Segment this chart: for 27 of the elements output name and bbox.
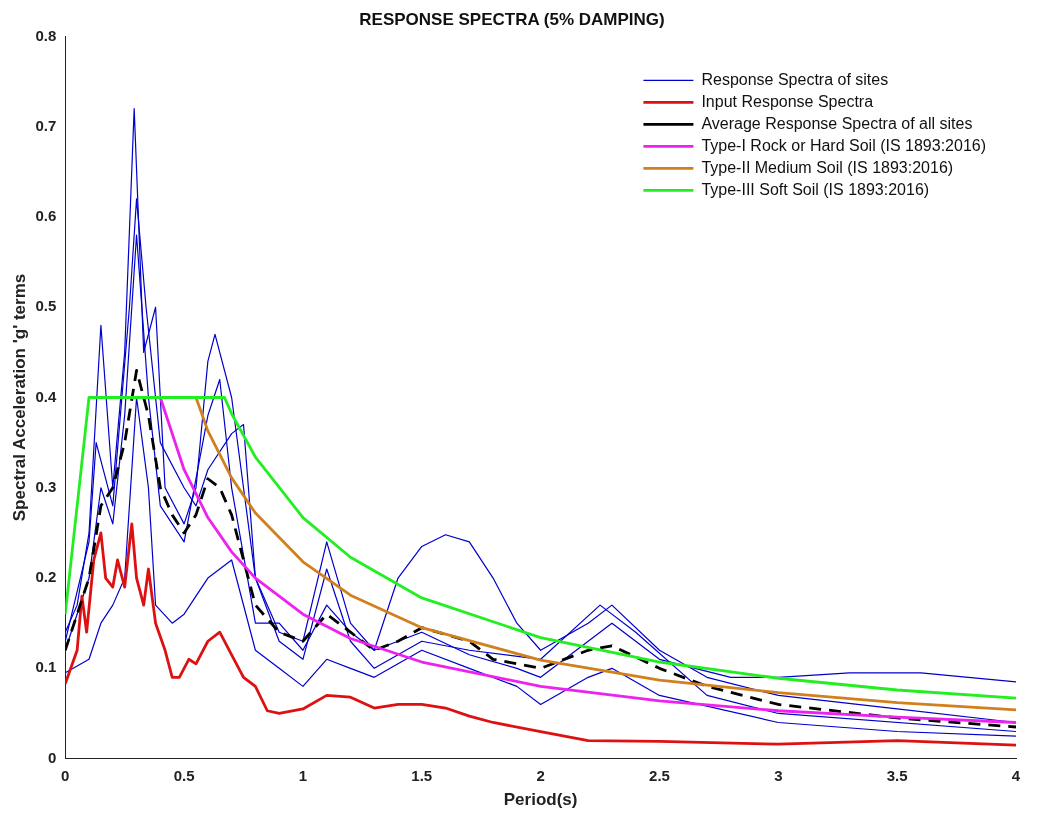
x-tick-label: 1 — [298, 766, 308, 784]
y-axis-title: Spectral Acceleration 'g' terms — [9, 273, 29, 522]
legend-label: Response Spectra of sites — [701, 70, 889, 88]
y-tick-label: 0.4 — [35, 387, 57, 405]
x-tick-label: 2 — [536, 766, 545, 784]
y-tick-label: 0.6 — [35, 207, 57, 225]
y-tick-label: 0.3 — [35, 477, 57, 495]
y-tick-label: 0.2 — [35, 568, 57, 586]
legend-label: Average Response Spectra of all sites — [701, 114, 973, 132]
y-tick-label: 0 — [47, 748, 57, 766]
x-tick-label: 4 — [1011, 766, 1021, 784]
x-tick-label: 1.5 — [411, 766, 433, 784]
y-tick-label: 0.5 — [35, 297, 57, 315]
y-tick-label: 0.7 — [35, 116, 57, 134]
x-tick-label: 3 — [774, 766, 783, 784]
x-axis-title: Period(s) — [503, 790, 578, 810]
y-tick-label: 0.1 — [35, 658, 57, 676]
legend-label: Type-II Medium Soil (IS 1893:2016) — [701, 158, 954, 176]
x-tick-label: 0.5 — [173, 766, 195, 784]
x-tick-label: 2.5 — [649, 766, 670, 784]
legend-label: Type-I Rock or Hard Soil (IS 1893:2016) — [701, 136, 986, 154]
x-tick-label: 3.5 — [886, 766, 908, 784]
y-tick-label: 0.8 — [35, 26, 57, 44]
x-tick-label: 0 — [61, 766, 70, 784]
chart-title: RESPONSE SPECTRA (5% DAMPING) — [359, 9, 665, 29]
legend-label: Type-III Soft Soil (IS 1893:2016) — [701, 180, 930, 198]
legend-label: Input Response Spectra — [701, 92, 874, 110]
